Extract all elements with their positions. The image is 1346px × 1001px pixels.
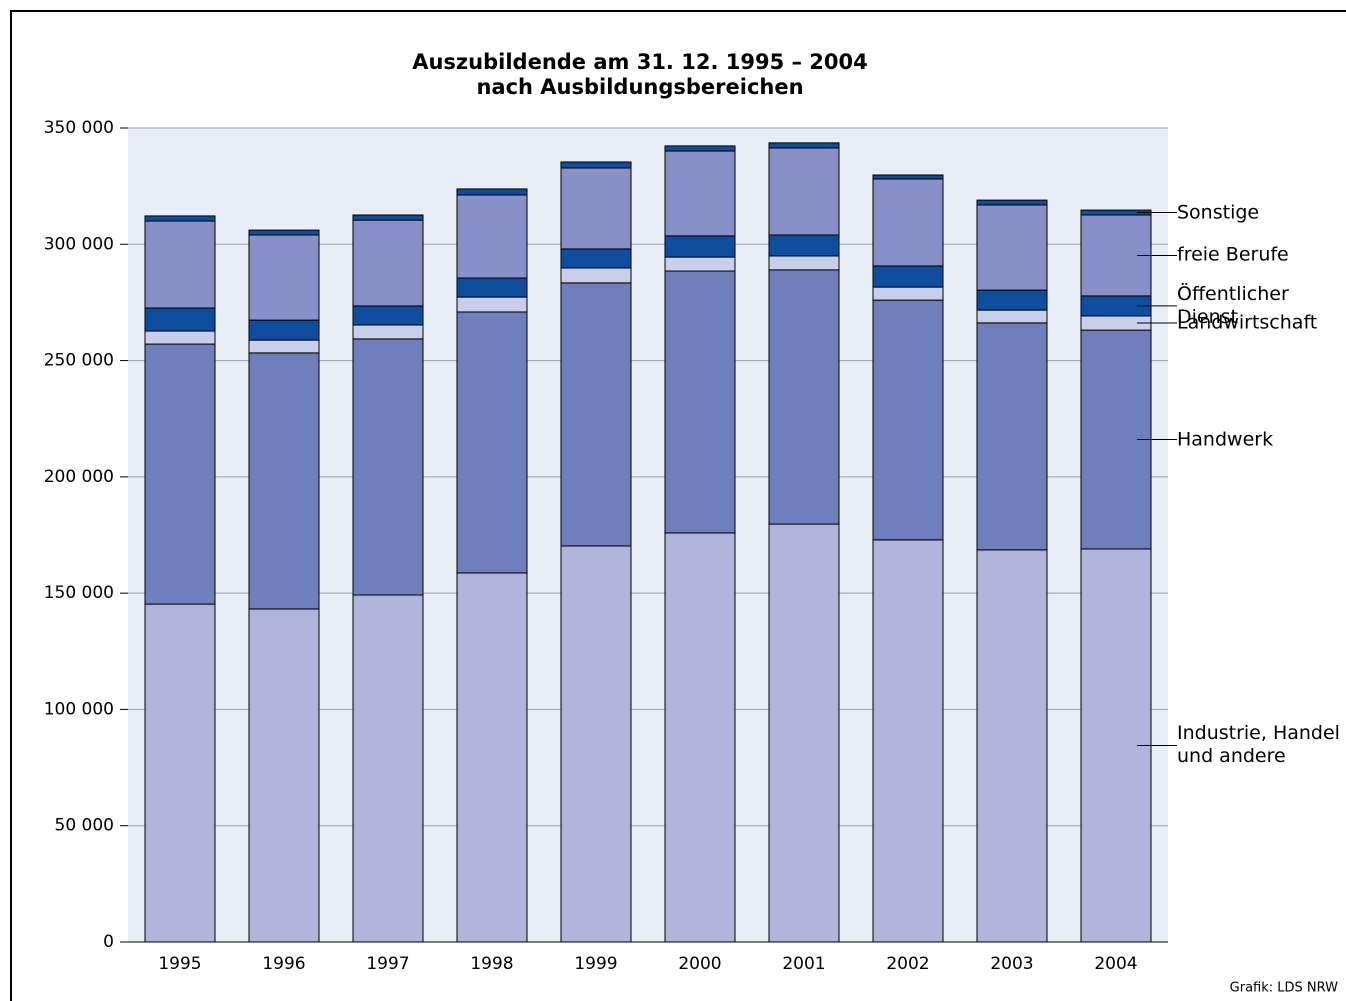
source: Grafik: LDS NRW (1230, 981, 1338, 996)
legend-label: Landwirtschaft (1177, 311, 1318, 334)
x-tick-label: 1999 (574, 954, 617, 974)
bar-segment (456, 296, 528, 313)
legend-label: Öffentlicher Dienst (1177, 282, 1289, 328)
bar-segment (664, 145, 736, 152)
x-tick-label: 1997 (366, 954, 409, 974)
legend-label: Sonstige (1177, 201, 1260, 224)
bar-segment (352, 214, 424, 221)
bar-segment (248, 229, 320, 236)
bar-segment (872, 174, 944, 180)
bar-segment (144, 220, 216, 309)
bar-segment (352, 594, 424, 943)
bar-segment (248, 319, 320, 341)
chart-title: Auszubildende am 31. 12. 1995 – 2004 (412, 50, 868, 74)
legend-label: Industrie, Handel und andere (1177, 722, 1340, 768)
frame (10, 10, 1346, 1001)
y-tick-label: 200 000 (44, 467, 114, 487)
bar-segment (144, 215, 216, 222)
x-tick-label: 2003 (990, 954, 1033, 974)
bar-segment (872, 299, 944, 541)
bar-segment (352, 305, 424, 326)
bar-segment (456, 572, 528, 943)
x-tick-label: 1998 (470, 954, 513, 974)
bar-segment (560, 167, 632, 250)
bar-segment (872, 265, 944, 288)
bar-segment (872, 539, 944, 943)
bar-segment (144, 307, 216, 332)
bar-segment (560, 282, 632, 547)
bar-segment (976, 549, 1048, 943)
bar-segment (144, 603, 216, 943)
bar-segment (976, 199, 1048, 206)
bar-segment (768, 523, 840, 943)
bar-segment (872, 178, 944, 267)
bar-segment (976, 204, 1048, 291)
bar-segment (248, 339, 320, 354)
bar-segment (976, 289, 1048, 311)
x-tick-label: 2004 (1094, 954, 1137, 974)
bar-segment (248, 352, 320, 610)
bar-segment (456, 188, 528, 196)
bar-segment (768, 269, 840, 525)
bar-segment (560, 248, 632, 269)
bar-segment (872, 286, 944, 301)
y-tick-label: 250 000 (44, 351, 114, 371)
x-tick-label: 2000 (678, 954, 721, 974)
bar-segment (144, 330, 216, 345)
bar-segment (352, 338, 424, 596)
bar-segment (352, 219, 424, 307)
x-tick-label: 2001 (782, 954, 825, 974)
bar-segment (144, 343, 216, 605)
legend-label: Handwerk (1177, 428, 1274, 451)
y-tick-label: 50 000 (55, 816, 114, 836)
bar-segment (664, 532, 736, 943)
x-tick-label: 1996 (262, 954, 305, 974)
bar-segment (664, 235, 736, 258)
bar-segment (768, 147, 840, 236)
y-tick-label: 300 000 (44, 234, 114, 254)
bar-segment (664, 150, 736, 237)
bar-segment (768, 234, 840, 257)
y-tick-label: 150 000 (44, 583, 114, 603)
legend-label: freie Berufe (1177, 243, 1289, 266)
bar-segment (456, 194, 528, 279)
bar-segment (768, 142, 840, 149)
y-tick-label: 100 000 (44, 699, 114, 719)
bar-segment (456, 277, 528, 298)
y-tick-label: 350 000 (44, 118, 114, 138)
bar-segment (768, 255, 840, 271)
bar-segment (456, 311, 528, 574)
bar-segment (664, 270, 736, 534)
bar-segment (248, 234, 320, 321)
bar-segment (352, 324, 424, 340)
bar-segment (976, 309, 1048, 324)
bar-segment (560, 267, 632, 284)
y-tick-label: 0 (103, 932, 114, 952)
chart-subtitle: nach Ausbildungsbereichen (476, 75, 803, 99)
x-tick-label: 1995 (158, 954, 201, 974)
bar-segment (248, 608, 320, 943)
bar-segment (664, 256, 736, 272)
x-tick-label: 2002 (886, 954, 929, 974)
bar-segment (560, 161, 632, 169)
bar-segment (560, 545, 632, 943)
bar-segment (976, 322, 1048, 551)
